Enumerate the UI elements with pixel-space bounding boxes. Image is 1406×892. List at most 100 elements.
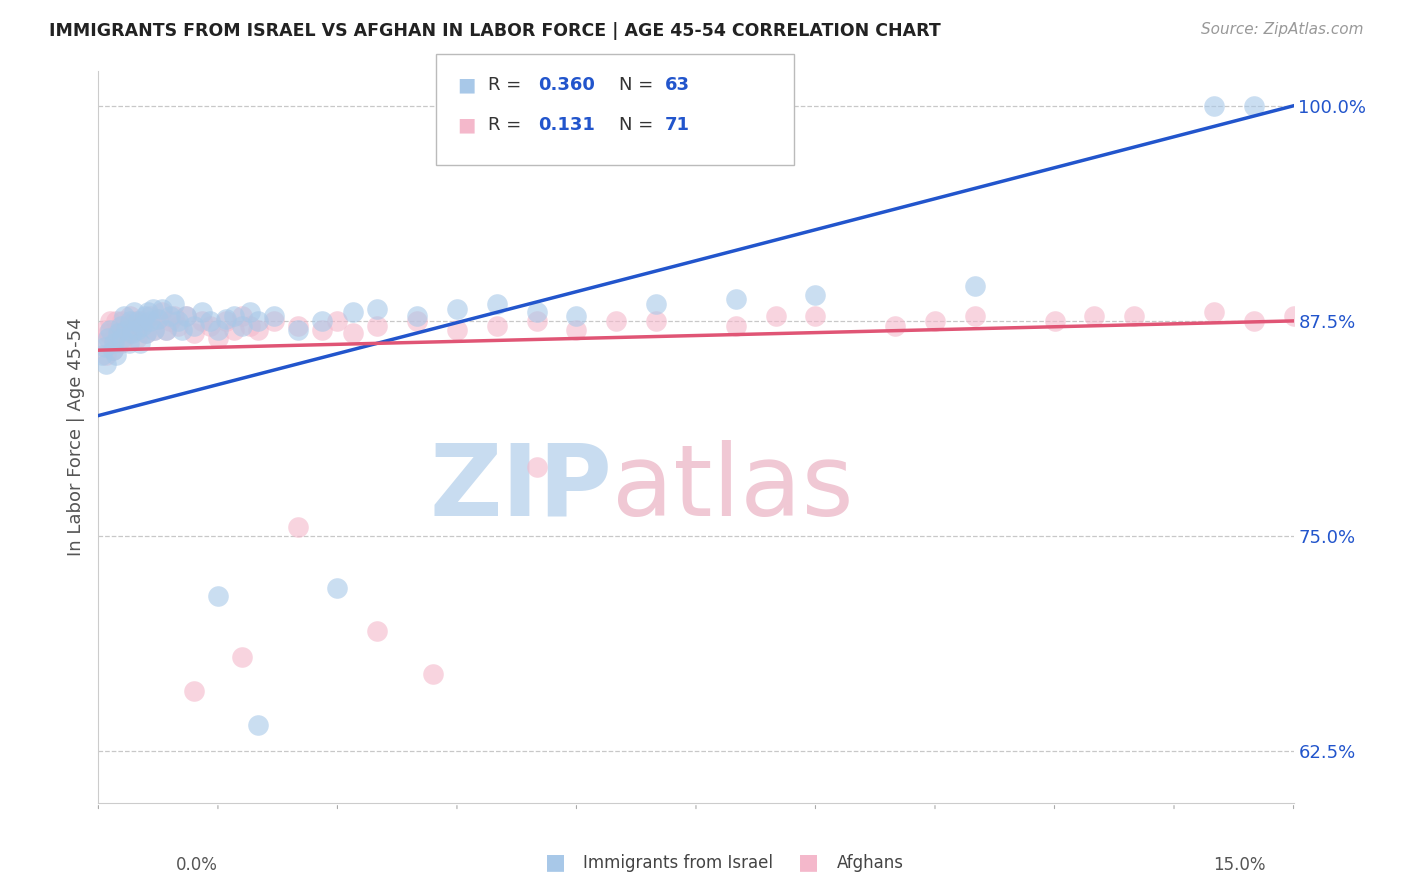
Point: [143, 322, 166, 336]
Point: [231, 649, 253, 664]
Point: [804, 288, 827, 302]
Point: [342, 305, 364, 319]
Point: [1083, 309, 1105, 323]
Point: [287, 322, 309, 336]
Point: [121, 322, 143, 336]
Point: [183, 319, 205, 334]
Point: [239, 305, 262, 319]
Text: R =: R =: [488, 76, 527, 94]
Point: [118, 336, 141, 351]
Point: [342, 326, 364, 340]
Point: [1243, 314, 1265, 328]
Point: [1043, 314, 1066, 328]
Point: [263, 314, 285, 328]
Point: [246, 314, 269, 328]
Point: [765, 309, 787, 323]
Point: [125, 322, 148, 336]
Point: [246, 322, 269, 336]
Point: [1202, 99, 1225, 113]
Point: [366, 624, 388, 638]
Point: [143, 322, 166, 336]
Text: 0.131: 0.131: [538, 116, 595, 134]
Point: [446, 301, 468, 316]
Point: [135, 326, 157, 340]
Point: [215, 312, 238, 326]
Text: Afghans: Afghans: [837, 855, 904, 872]
Point: [207, 331, 229, 345]
Point: [124, 314, 146, 328]
Point: [127, 319, 149, 334]
Point: [128, 336, 150, 351]
Point: [131, 314, 153, 328]
Point: [121, 326, 143, 340]
Point: [884, 319, 907, 334]
Point: [724, 292, 747, 306]
Point: [159, 309, 181, 323]
Point: [124, 305, 146, 319]
Point: [526, 314, 548, 328]
Point: [174, 309, 197, 323]
Point: [110, 319, 132, 334]
Point: [1202, 305, 1225, 319]
Point: [163, 309, 186, 323]
Text: IMMIGRANTS FROM ISRAEL VS AFGHAN IN LABOR FORCE | AGE 45-54 CORRELATION CHART: IMMIGRANTS FROM ISRAEL VS AFGHAN IN LABO…: [49, 22, 941, 40]
Text: ■: ■: [457, 115, 475, 135]
Text: 0.0%: 0.0%: [176, 856, 218, 874]
Point: [110, 336, 132, 351]
Text: ■: ■: [546, 853, 565, 872]
Point: [198, 319, 221, 334]
Point: [963, 279, 986, 293]
Point: [150, 305, 173, 319]
Point: [98, 314, 122, 328]
Point: [724, 319, 747, 334]
Point: [127, 314, 149, 328]
Point: [406, 314, 429, 328]
Point: [239, 319, 262, 334]
Point: [97, 331, 120, 345]
Point: [207, 322, 229, 336]
Point: [191, 314, 214, 328]
Point: [167, 319, 190, 334]
Text: R =: R =: [488, 116, 533, 134]
Point: [183, 684, 205, 698]
Point: [112, 331, 135, 345]
Point: [107, 322, 129, 336]
Point: [118, 326, 141, 340]
Text: ■: ■: [799, 853, 818, 872]
Point: [406, 309, 429, 323]
Point: [136, 305, 159, 319]
Point: [134, 309, 156, 323]
Point: [155, 322, 177, 336]
Point: [104, 348, 127, 362]
Text: 63: 63: [665, 76, 690, 94]
Point: [215, 314, 238, 328]
Point: [96, 357, 118, 371]
Point: [139, 314, 162, 328]
Point: [246, 718, 269, 732]
Point: [94, 322, 117, 336]
Point: [263, 309, 285, 323]
Point: [804, 309, 827, 323]
Text: Immigrants from Israel: Immigrants from Israel: [583, 855, 773, 872]
Point: [287, 319, 309, 334]
Point: [311, 314, 333, 328]
Point: [101, 343, 124, 358]
Point: [1243, 99, 1265, 113]
Point: [645, 314, 668, 328]
Point: [526, 305, 548, 319]
Text: 0.360: 0.360: [538, 76, 595, 94]
Point: [565, 322, 588, 336]
Point: [94, 340, 117, 354]
Point: [963, 309, 986, 323]
Point: [91, 336, 114, 351]
Point: [605, 314, 627, 328]
Point: [485, 319, 508, 334]
Text: 71: 71: [665, 116, 690, 134]
Point: [115, 319, 138, 334]
Text: N =: N =: [619, 116, 658, 134]
Text: 15.0%: 15.0%: [1213, 856, 1265, 874]
Point: [96, 348, 118, 362]
Point: [91, 348, 114, 362]
Text: ■: ■: [457, 75, 475, 95]
Point: [139, 309, 162, 323]
